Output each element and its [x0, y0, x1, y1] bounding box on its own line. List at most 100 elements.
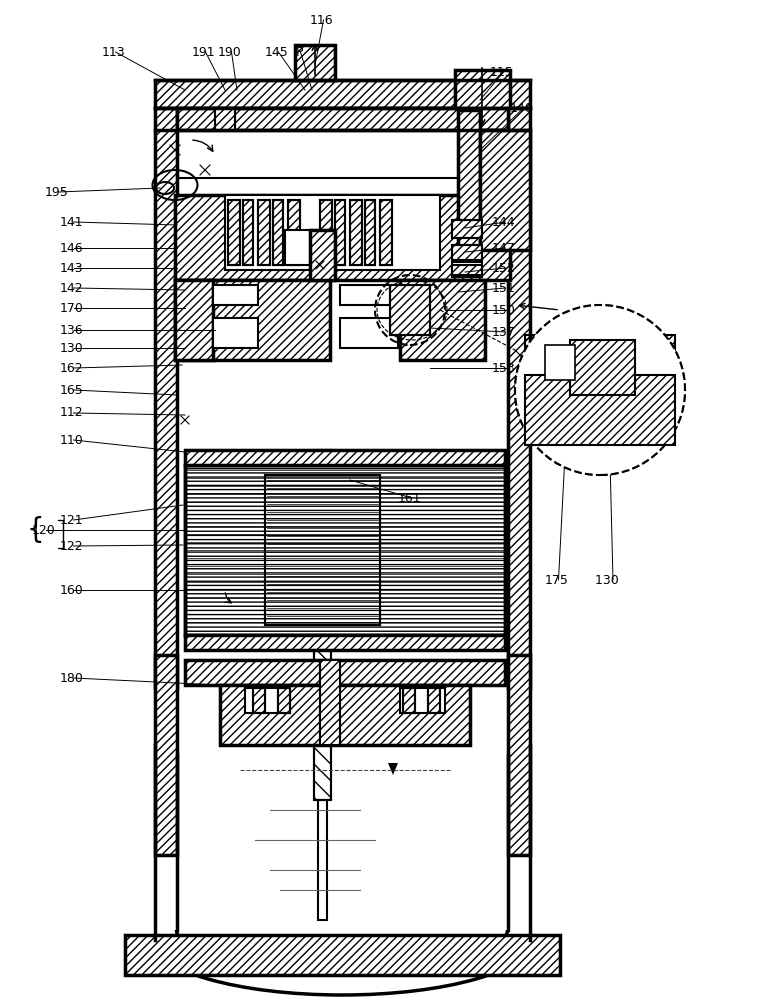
- Bar: [458, 110, 480, 250]
- Bar: [155, 108, 177, 688]
- Text: 113: 113: [102, 45, 125, 58]
- Text: 190: 190: [218, 45, 242, 58]
- Bar: [185, 465, 505, 635]
- Bar: [258, 200, 270, 265]
- Text: 152: 152: [492, 261, 516, 274]
- Bar: [320, 200, 332, 265]
- Bar: [258, 200, 270, 265]
- Text: 180: 180: [60, 672, 84, 684]
- Bar: [455, 70, 510, 125]
- Text: 170: 170: [60, 302, 84, 314]
- Bar: [265, 475, 380, 625]
- Text: 130: 130: [595, 574, 622, 586]
- Bar: [273, 200, 283, 265]
- Bar: [175, 195, 510, 280]
- Text: 122: 122: [60, 540, 84, 552]
- Bar: [278, 688, 290, 713]
- Bar: [320, 200, 332, 265]
- Text: 165: 165: [60, 383, 84, 396]
- Text: 143: 143: [60, 261, 84, 274]
- Bar: [185, 450, 505, 465]
- Bar: [213, 318, 258, 348]
- Bar: [245, 688, 290, 713]
- Bar: [400, 280, 485, 360]
- Bar: [452, 220, 482, 238]
- Bar: [318, 800, 327, 920]
- Bar: [314, 450, 331, 800]
- Bar: [225, 195, 440, 270]
- Bar: [310, 230, 335, 280]
- Bar: [452, 220, 482, 238]
- Bar: [177, 108, 508, 178]
- Bar: [155, 80, 530, 108]
- Bar: [570, 385, 635, 440]
- Bar: [335, 200, 345, 265]
- Bar: [185, 635, 505, 650]
- Bar: [177, 108, 508, 130]
- Bar: [335, 200, 345, 265]
- Text: 136: 136: [60, 324, 84, 336]
- Text: 120: 120: [32, 524, 56, 536]
- Bar: [508, 108, 530, 688]
- Bar: [545, 345, 575, 380]
- Bar: [215, 108, 235, 130]
- Bar: [480, 130, 530, 250]
- Bar: [185, 635, 505, 650]
- Bar: [155, 80, 530, 108]
- Text: 161: 161: [398, 491, 421, 504]
- Bar: [155, 108, 177, 688]
- Bar: [215, 108, 235, 130]
- Bar: [220, 685, 470, 745]
- Bar: [340, 285, 398, 305]
- Bar: [253, 688, 265, 713]
- Bar: [570, 340, 635, 395]
- Text: 145: 145: [265, 45, 289, 58]
- Bar: [365, 200, 375, 265]
- Bar: [185, 660, 505, 685]
- Bar: [273, 200, 283, 265]
- Bar: [155, 655, 177, 855]
- Text: 195: 195: [45, 186, 69, 198]
- Text: 121: 121: [60, 514, 84, 526]
- Bar: [390, 285, 430, 335]
- Bar: [175, 195, 510, 280]
- Text: 115: 115: [490, 66, 514, 79]
- Text: 151: 151: [560, 383, 588, 396]
- Bar: [320, 660, 340, 745]
- Bar: [525, 375, 675, 445]
- Bar: [175, 280, 330, 360]
- Text: 140: 140: [510, 102, 534, 114]
- Text: 142: 142: [60, 282, 84, 294]
- Bar: [125, 935, 560, 975]
- Bar: [452, 245, 482, 260]
- Bar: [185, 660, 505, 685]
- Bar: [428, 688, 440, 713]
- Bar: [403, 688, 415, 713]
- Bar: [288, 200, 300, 265]
- Bar: [350, 200, 362, 265]
- Text: 191: 191: [192, 45, 215, 58]
- Bar: [452, 245, 482, 260]
- Text: 116: 116: [310, 13, 334, 26]
- Bar: [295, 45, 335, 80]
- Bar: [285, 230, 335, 265]
- Polygon shape: [388, 763, 398, 775]
- Text: 162: 162: [60, 361, 84, 374]
- Bar: [400, 280, 485, 360]
- Bar: [177, 108, 508, 130]
- Bar: [228, 200, 240, 265]
- Bar: [508, 655, 530, 855]
- Text: 130: 130: [60, 342, 84, 355]
- Bar: [525, 335, 675, 405]
- Bar: [243, 200, 253, 265]
- Bar: [320, 660, 340, 745]
- Text: 171: 171: [648, 385, 672, 398]
- Bar: [340, 318, 398, 348]
- Bar: [220, 685, 470, 745]
- Bar: [365, 200, 375, 265]
- Circle shape: [515, 305, 685, 475]
- Bar: [228, 200, 240, 265]
- Bar: [243, 200, 253, 265]
- Bar: [390, 285, 430, 335]
- Bar: [400, 688, 445, 713]
